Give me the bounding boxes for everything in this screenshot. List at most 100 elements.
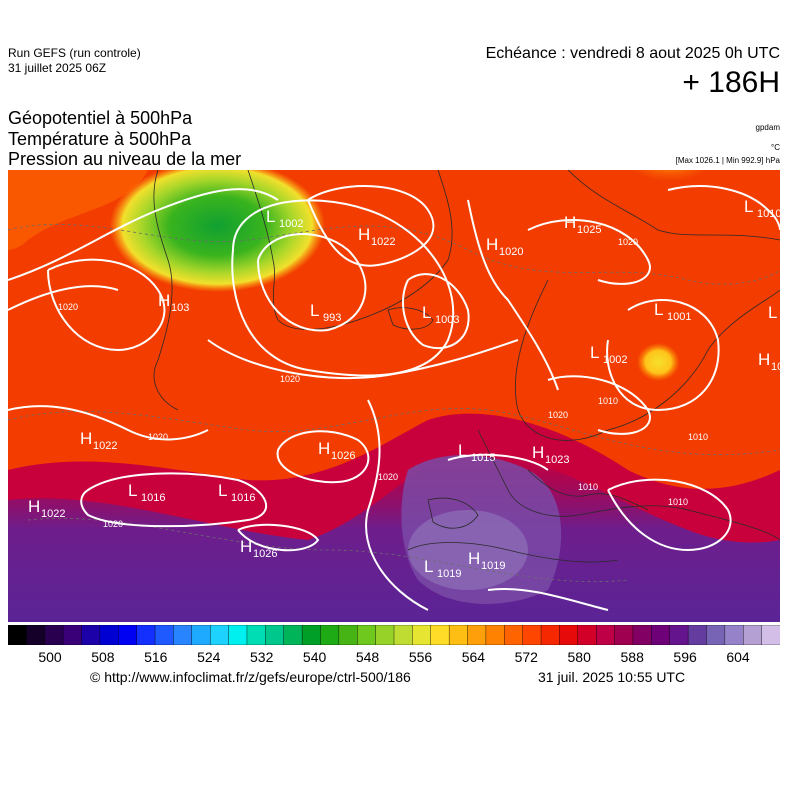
color-swatch xyxy=(743,625,763,645)
isobar xyxy=(607,478,732,552)
color-swatch xyxy=(173,625,193,645)
system-value: 1015 xyxy=(471,452,495,464)
isobar xyxy=(487,588,609,611)
isobar-label: 1020 xyxy=(148,432,168,442)
color-swatch xyxy=(265,625,285,645)
color-scale-bar xyxy=(8,625,780,645)
title-pressure: Pression au niveau de la mer xyxy=(8,149,242,169)
system-letter: L xyxy=(422,303,431,322)
system-letter: L xyxy=(424,557,433,576)
scale-tick-label: 572 xyxy=(515,649,539,665)
europe-coast xyxy=(477,429,780,541)
color-swatch xyxy=(761,625,780,645)
system-value: 1022 xyxy=(371,236,395,248)
system-letter: H xyxy=(486,235,498,254)
isobar xyxy=(257,233,367,332)
pressure-system-low: L 1019 xyxy=(424,557,461,580)
color-swatch xyxy=(540,625,561,645)
unit-geopotential: gpdam xyxy=(755,123,780,132)
pressure-system-high: H 1022 xyxy=(80,429,117,452)
system-value: 1023 xyxy=(545,454,569,466)
scale-tick-label: 596 xyxy=(673,649,697,665)
system-letter: H xyxy=(468,549,480,568)
isobar xyxy=(527,219,651,285)
isobar-label: 1020 xyxy=(280,374,300,384)
system-value: 103 xyxy=(171,302,189,314)
scale-tick-label: 508 xyxy=(91,649,115,665)
color-swatch xyxy=(687,625,708,645)
isobar-label: 1020 xyxy=(378,472,398,482)
color-swatch xyxy=(485,625,505,645)
color-swatch xyxy=(283,625,303,645)
system-value: 1019 xyxy=(481,560,505,572)
scale-tick-label: 564 xyxy=(462,649,486,665)
isobar xyxy=(207,339,519,380)
color-swatch xyxy=(522,625,542,645)
isobar xyxy=(667,185,780,231)
scale-tick-label: 532 xyxy=(250,649,274,665)
color-swatch xyxy=(209,625,230,645)
credit-link[interactable]: © http://www.infoclimat.fr/z/gefs/europe… xyxy=(90,669,411,685)
system-letter: H xyxy=(564,213,576,232)
system-letter: L xyxy=(458,441,467,460)
system-letter: L xyxy=(310,301,319,320)
pressure-system-high: H 1020 xyxy=(486,235,523,258)
system-value: 1020 xyxy=(499,246,523,258)
title-temperature: Température à 500hPa xyxy=(8,129,192,149)
system-letter: L xyxy=(768,303,777,322)
color-swatch xyxy=(44,625,64,645)
pressure-system-high: H 1025 xyxy=(564,213,601,236)
title-geopotential: Géopotentiel à 500hPa xyxy=(8,108,193,128)
system-letter: H xyxy=(532,443,544,462)
isobar xyxy=(402,273,470,350)
system-value: 1025 xyxy=(577,224,601,236)
valid-time: Echéance : vendredi 8 aout 2025 0h UTC xyxy=(485,45,780,62)
scandinavia-coast xyxy=(514,279,780,441)
system-letter: H xyxy=(158,291,170,310)
scale-tick-label: 548 xyxy=(356,649,380,665)
isobar-label: 1010 xyxy=(688,432,708,442)
isobar xyxy=(606,299,720,412)
scale-tick-label: 580 xyxy=(568,649,592,665)
scale-tick-label: 588 xyxy=(621,649,645,665)
isobar-label: 1010 xyxy=(578,482,598,492)
color-swatch xyxy=(118,625,138,645)
color-swatch xyxy=(577,625,597,645)
isobar-label: 1020 xyxy=(618,237,638,247)
color-swatch xyxy=(559,625,579,645)
isobar-labels: 1020 1020 1020 1020 1020 1020 1010 1010 … xyxy=(58,237,708,529)
pressure-system-high: H 1022 xyxy=(28,497,65,520)
pressure-system-low: L 1002 xyxy=(590,343,627,366)
color-swatch xyxy=(99,625,119,645)
system-letter: L xyxy=(218,481,227,500)
arctic-coast xyxy=(567,170,780,241)
system-letter: L xyxy=(590,343,599,362)
pressure-system-low: L 1003 xyxy=(422,303,459,326)
color-swatch xyxy=(338,625,358,645)
system-letter: L xyxy=(128,481,137,500)
pressure-system-high: H 1022 xyxy=(358,225,395,248)
color-swatch xyxy=(320,625,340,645)
isobars xyxy=(8,185,780,611)
scale-tick-label: 540 xyxy=(303,649,327,665)
scale-tick-label: 516 xyxy=(144,649,168,665)
system-letter: L xyxy=(654,300,663,319)
unit-temperature: °C xyxy=(771,143,780,152)
system-value: 1016 xyxy=(141,492,165,504)
system-letter: H xyxy=(318,439,330,458)
system-value: 1019 xyxy=(437,568,461,580)
pressure-system-low: L 1010 xyxy=(744,197,780,220)
isobar-label: 1010 xyxy=(668,497,688,507)
canada-coast xyxy=(153,170,179,411)
system-letter: H xyxy=(240,537,252,556)
isobar-label: 1020 xyxy=(548,410,568,420)
color-swatch xyxy=(595,625,616,645)
system-value: 1022 xyxy=(93,440,117,452)
iberia-coast xyxy=(427,497,479,529)
color-swatch xyxy=(81,625,101,645)
isobar-label: 1020 xyxy=(103,519,123,529)
temperature-isotherms xyxy=(8,223,780,583)
system-value: 1001 xyxy=(667,311,691,323)
isobar xyxy=(276,430,370,484)
system-value: 1010 xyxy=(757,208,780,220)
